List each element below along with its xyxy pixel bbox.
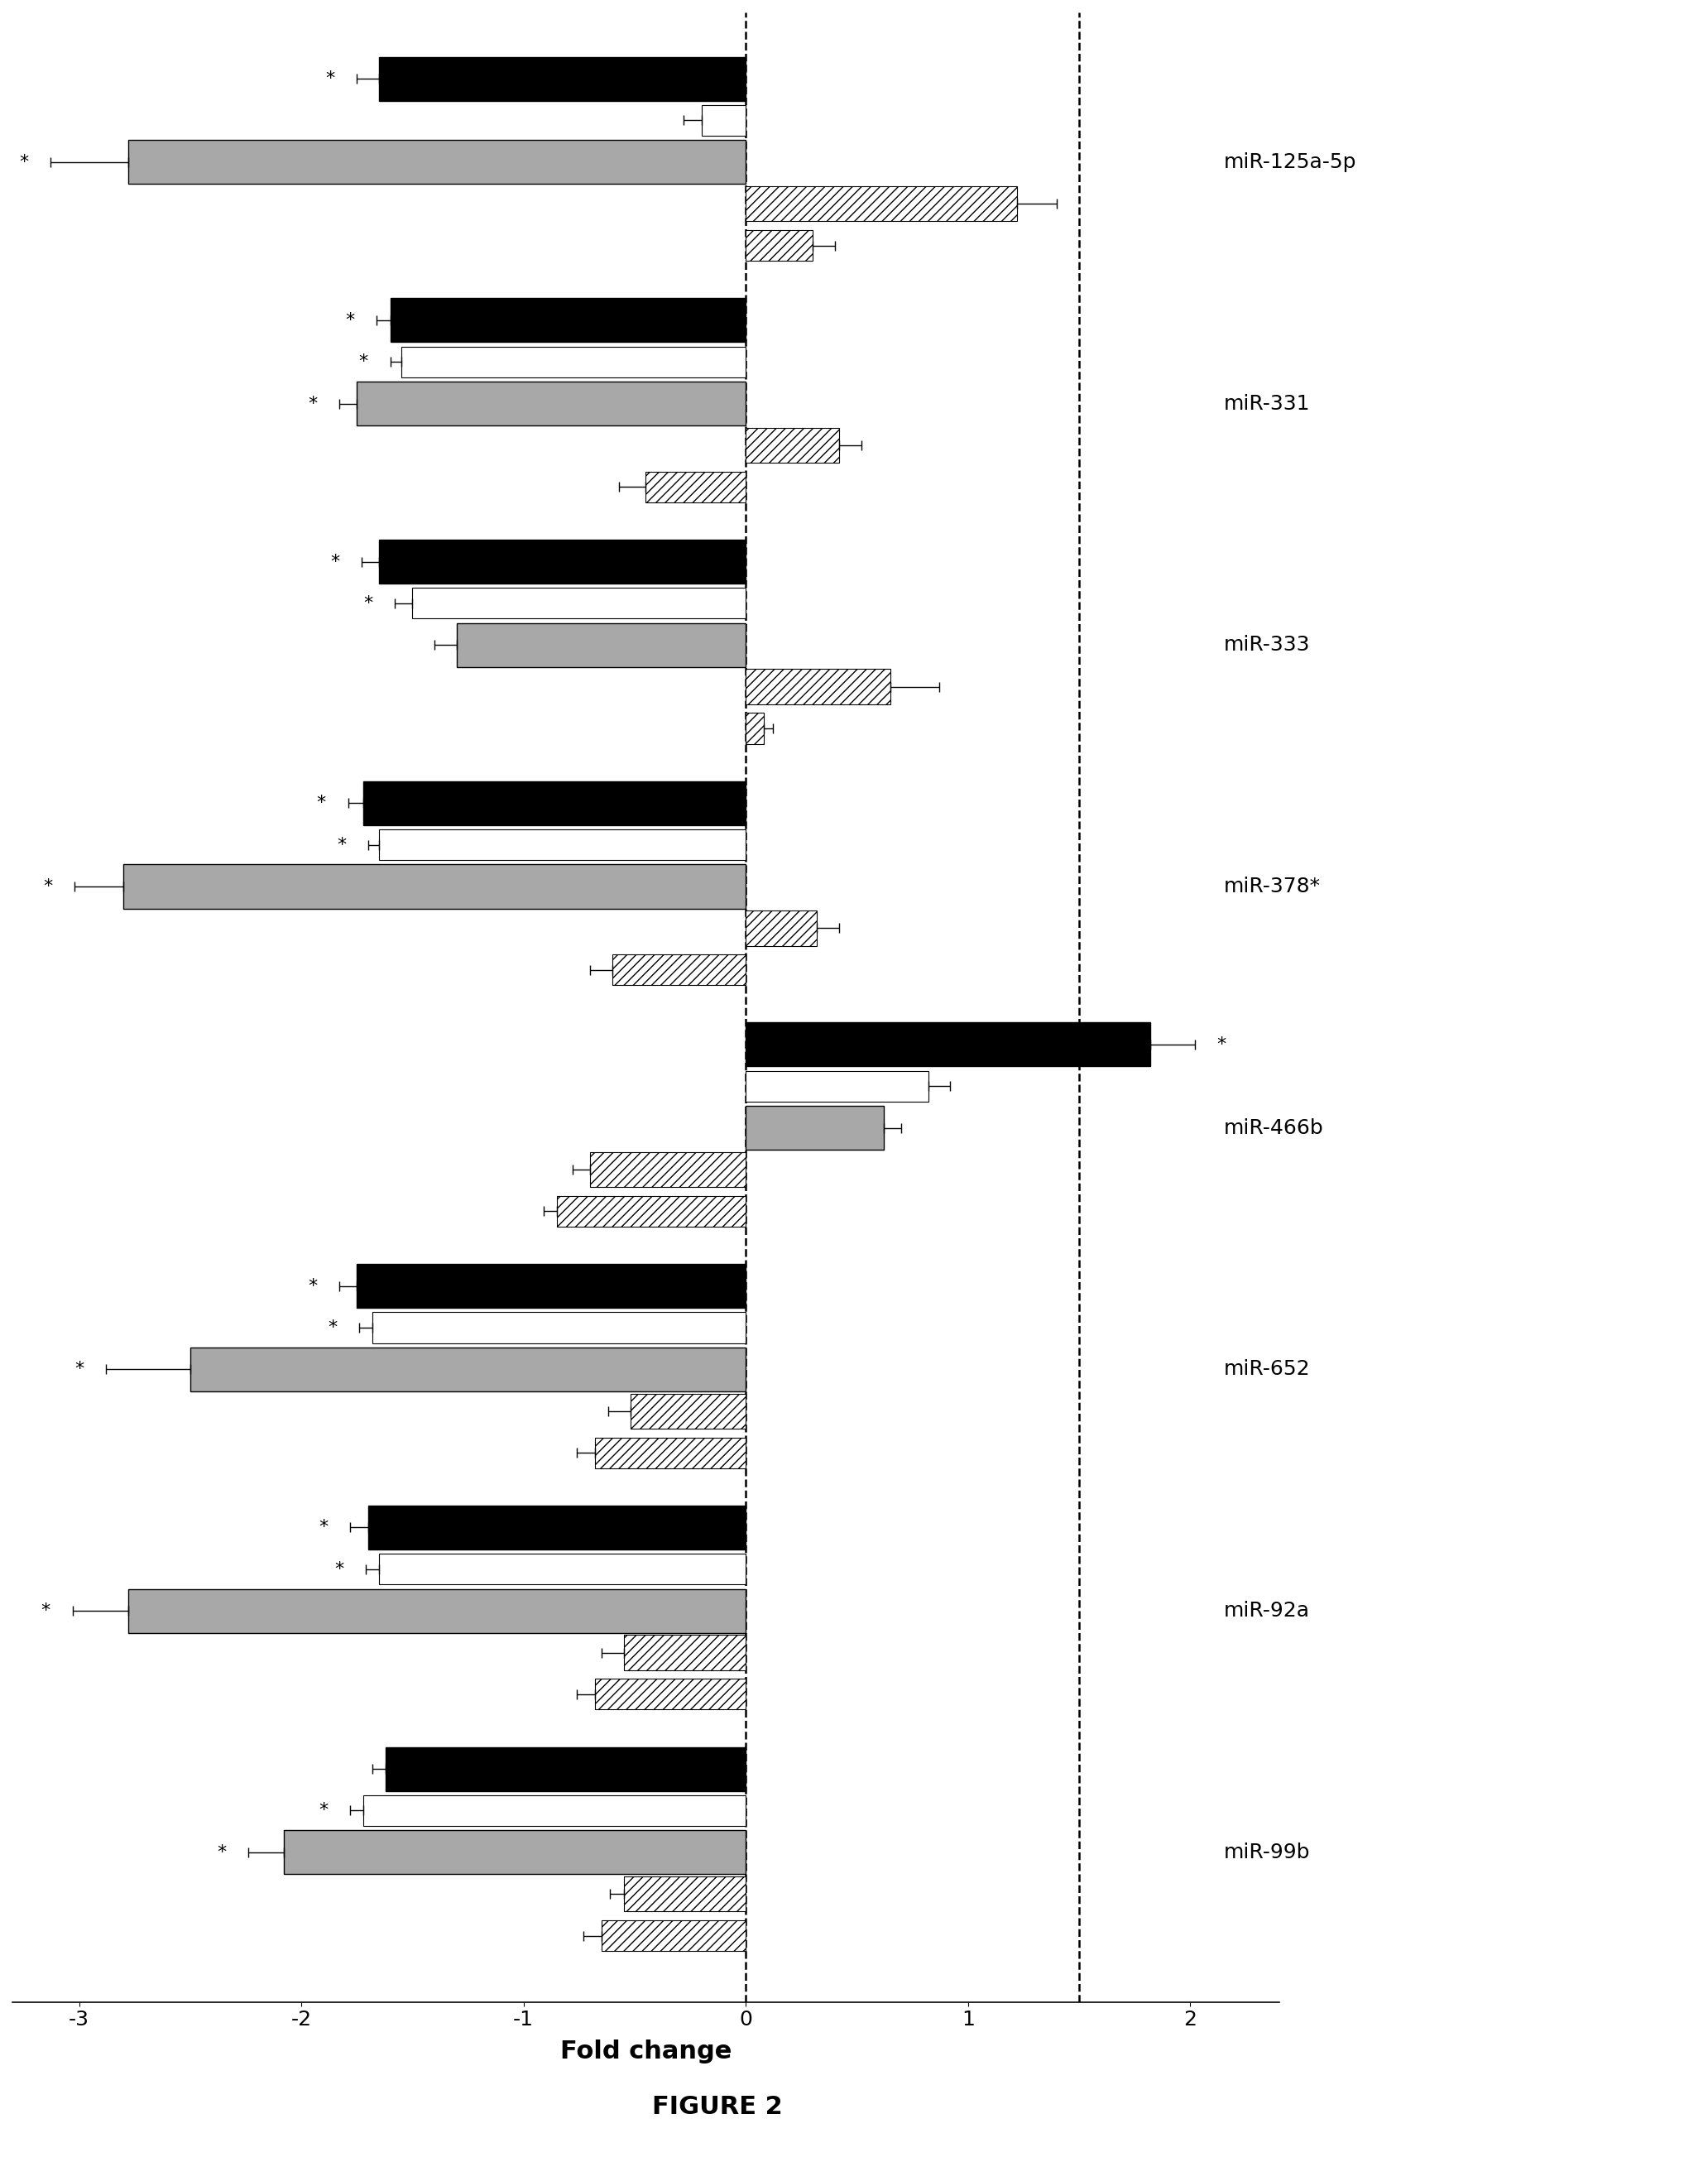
Bar	[613, 953, 746, 986]
Bar	[372, 1312, 746, 1343]
X-axis label: Fold change: Fold change	[560, 2039, 731, 2063]
Bar	[630, 1394, 746, 1429]
Bar	[591, 1152, 746, 1187]
Text: *: *	[307, 396, 318, 411]
Text: *: *	[217, 1844, 225, 1861]
Text: miR-99b: miR-99b	[1223, 1842, 1310, 1861]
Text: miR-331: miR-331	[1223, 393, 1310, 413]
Bar	[357, 1265, 746, 1308]
Bar	[412, 588, 746, 618]
Text: FIGURE 2: FIGURE 2	[652, 2095, 782, 2119]
Bar	[746, 229, 813, 262]
Text: *: *	[319, 1520, 328, 1535]
Bar	[386, 1747, 746, 1790]
Text: *: *	[43, 878, 53, 895]
Bar	[746, 186, 1016, 221]
Bar	[401, 346, 746, 376]
Text: *: *	[307, 1278, 318, 1295]
Bar	[746, 428, 839, 463]
Text: *: *	[364, 595, 372, 612]
Text: *: *	[75, 1362, 84, 1377]
Bar	[364, 1794, 746, 1827]
Text: *: *	[319, 1803, 328, 1818]
Bar	[746, 713, 763, 744]
Bar	[623, 1634, 746, 1669]
Bar	[746, 1023, 1149, 1066]
Bar	[746, 910, 816, 945]
Bar	[190, 1347, 746, 1392]
Text: miR-652: miR-652	[1223, 1360, 1310, 1379]
Text: miR-378*: miR-378*	[1223, 876, 1320, 897]
Bar	[702, 106, 746, 136]
Text: *: *	[335, 1561, 343, 1578]
Text: *: *	[345, 311, 355, 329]
Bar	[379, 540, 746, 584]
Bar	[746, 1107, 883, 1150]
Bar	[594, 1438, 746, 1468]
Text: *: *	[1216, 1036, 1226, 1053]
Text: miR-466b: miR-466b	[1223, 1118, 1324, 1137]
Bar	[128, 141, 746, 184]
Bar	[379, 830, 746, 860]
Text: *: *	[330, 553, 340, 571]
Bar	[379, 56, 746, 102]
Bar	[364, 780, 746, 826]
Bar	[367, 1505, 746, 1550]
Bar	[557, 1196, 746, 1226]
Bar	[746, 670, 890, 705]
Bar	[357, 383, 746, 426]
Text: *: *	[359, 355, 369, 370]
Text: *: *	[19, 154, 27, 171]
Text: *: *	[336, 837, 347, 854]
Text: *: *	[326, 71, 335, 86]
Text: *: *	[328, 1319, 336, 1336]
Bar	[123, 865, 746, 908]
Bar	[284, 1831, 746, 1874]
Bar	[379, 1554, 746, 1585]
Bar	[601, 1920, 746, 1950]
Bar	[458, 623, 746, 666]
Text: *: *	[316, 796, 326, 811]
Bar	[128, 1589, 746, 1632]
Text: *: *	[41, 1602, 51, 1619]
Text: miR-125a-5p: miR-125a-5p	[1223, 151, 1356, 173]
Bar	[389, 298, 746, 342]
Bar	[594, 1680, 746, 1710]
Bar	[646, 471, 746, 502]
Text: miR-92a: miR-92a	[1223, 1600, 1310, 1622]
Bar	[746, 1070, 927, 1103]
Text: miR-333: miR-333	[1223, 636, 1310, 655]
Bar	[623, 1877, 746, 1911]
